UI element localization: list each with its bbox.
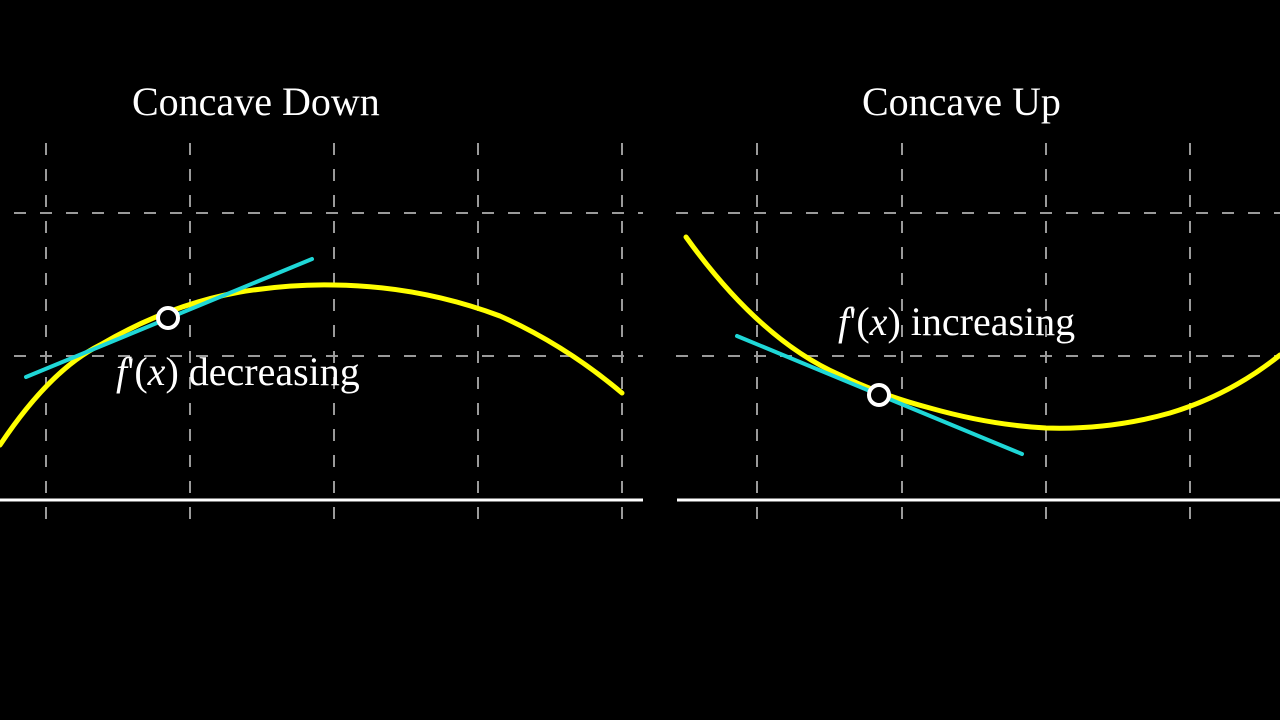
concave-down-title: Concave Down <box>132 79 380 124</box>
derivative-increasing-label: f'(x) increasing <box>838 298 1075 345</box>
concave-up-title: Concave Up <box>862 79 1061 124</box>
concave-up-curve <box>683 234 1280 431</box>
variable-symbol: x <box>147 349 166 394</box>
prime-symbol: ' <box>849 299 857 344</box>
close-paren: ) <box>165 349 179 394</box>
right-grid <box>676 143 1280 520</box>
left-grid <box>14 143 643 520</box>
open-paren: ( <box>134 349 148 394</box>
function-symbol: f <box>838 299 850 344</box>
function-symbol: f <box>116 349 128 394</box>
concave-down-curve <box>0 232 334 445</box>
annotation-text: increasing <box>900 299 1076 344</box>
close-paren: ) <box>887 299 901 344</box>
derivative-decreasing-label: f'(x) decreasing <box>116 348 360 395</box>
variable-symbol: x <box>869 299 888 344</box>
left-tangent-point <box>156 306 180 330</box>
right-tangent-point <box>867 383 891 407</box>
annotation-text: decreasing <box>178 349 360 394</box>
open-paren: ( <box>856 299 870 344</box>
prime-symbol: ' <box>127 349 135 394</box>
